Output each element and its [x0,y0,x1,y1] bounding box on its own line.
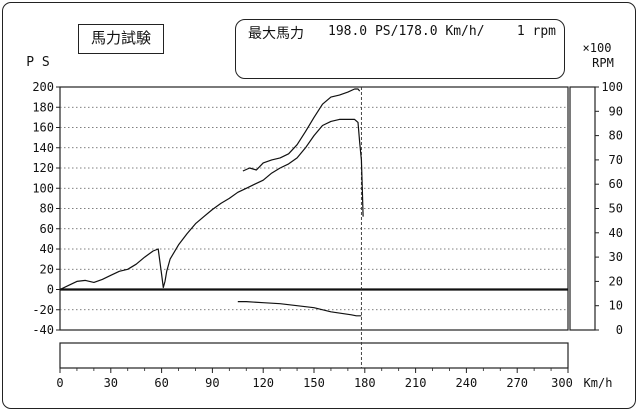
rpm-tick-label: 30 [609,250,623,264]
rpm-tick-label: 40 [609,226,623,240]
y-tick-label: -20 [32,303,54,317]
rpm-tick-label: 100 [601,80,623,94]
y-tick-label: 60 [40,222,54,236]
x-tick-label: 90 [205,376,219,390]
max-power-label: 最大馬力 [248,26,304,42]
rpm-tick-label: 70 [609,153,623,167]
y-tick-label: 100 [32,181,54,195]
x-tick-label: 300 [551,376,573,390]
x-axis-label: Km/h [584,376,613,390]
max-power-value: 198.0 PS/178.0 Km/h/ [328,24,485,39]
y-tick-label: 160 [32,121,54,135]
x-tick-label: 60 [154,376,168,390]
rpm-tick-label: 80 [609,129,623,143]
max-power-rpm: 1 rpm [516,24,556,39]
y-tick-label: 20 [40,262,54,276]
chart-frame [2,2,636,409]
y-axis-label: P S [26,55,49,70]
y-tick-label: 80 [40,202,54,216]
rpm-tick-label: 60 [609,177,623,191]
rpm-axis-unit: ×100 [583,41,612,55]
x-tick-label: 180 [354,376,376,390]
speed-strip [59,342,569,369]
x-tick-label: 30 [104,376,118,390]
y-tick-label: 200 [32,80,54,94]
rpm-tick-label: 0 [616,323,623,337]
x-tick-label: 150 [303,376,325,390]
y-tick-label: 180 [32,100,54,114]
rpm-tick-label: 20 [609,274,623,288]
x-tick-label: 240 [456,376,478,390]
y-tick-label: 120 [32,161,54,175]
rpm-tick-label: 90 [609,104,623,118]
x-tick-label: 0 [56,376,63,390]
y-tick-label: 40 [40,242,54,256]
rpm-tick-label: 10 [609,299,623,313]
series-line-1 [59,118,364,291]
x-tick-label: 120 [252,376,274,390]
rpm-axis-label: RPM [592,56,614,70]
y-tick-label: -40 [32,323,54,337]
x-tick-label: 210 [405,376,427,390]
series-line-2 [242,88,361,172]
max-power-box: 最大馬力 198.0 PS/178.0 Km/h/ 1 rpm [235,19,565,79]
rpm-strip [569,86,596,331]
rpm-tick-label: 50 [609,202,623,216]
x-tick-label: 270 [506,376,528,390]
page-title: 馬力試験 [78,24,164,54]
y-tick-label: 0 [47,283,54,297]
y-tick-label: 140 [32,141,54,155]
series-line-3 [237,301,362,317]
